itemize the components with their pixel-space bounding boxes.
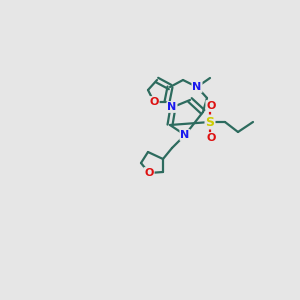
Text: N: N [167,102,177,112]
Text: O: O [206,101,216,111]
Text: O: O [144,168,154,178]
Text: O: O [149,97,159,107]
Text: O: O [206,133,216,143]
Text: N: N [192,82,202,92]
Text: S: S [206,116,214,128]
Text: N: N [180,130,190,140]
